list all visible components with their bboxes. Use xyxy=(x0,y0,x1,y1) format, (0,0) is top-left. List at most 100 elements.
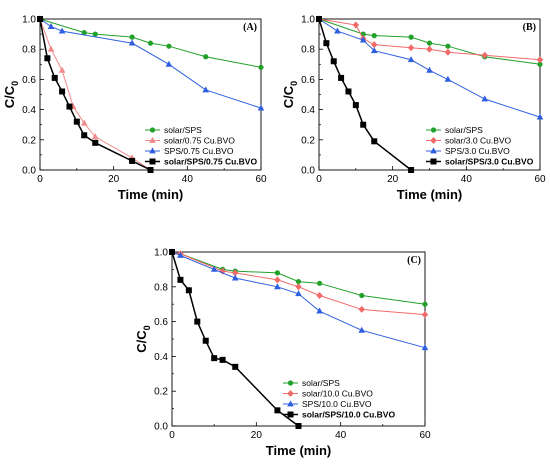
chart-c-data-point xyxy=(232,269,239,277)
chart-c-legend-marker xyxy=(287,380,294,386)
chart-c-legend-label: solar/SPS xyxy=(302,378,340,388)
chart-c-x-tick-label: 0 xyxy=(169,430,175,441)
chart-b-data-point xyxy=(371,33,377,39)
chart-c-y-tick-label: 0.6 xyxy=(154,317,168,328)
chart-c-legend-label: solar/10.0 Cu.BVO xyxy=(302,389,373,399)
chart-a-data-point xyxy=(165,60,173,67)
chart-c-series-1 xyxy=(168,248,429,319)
chart-b-series-3 xyxy=(316,16,415,173)
chart-b-data-point xyxy=(330,58,337,65)
chart-c-data-point xyxy=(202,337,209,344)
chart-b-data-point xyxy=(316,16,322,22)
chart-c-data-point xyxy=(219,356,226,363)
chart-c-data-point xyxy=(274,407,281,414)
chart-a-data-point xyxy=(128,39,136,46)
chart-a-data-point xyxy=(257,104,265,111)
chart-b-legend-marker xyxy=(430,127,437,133)
chart-b-x-tick-label: 0 xyxy=(316,174,322,185)
chart-b-y-axis-title: C/C0 xyxy=(281,81,299,108)
chart-b-legend-label: SPS/3.0 Cu.BVO xyxy=(445,146,510,156)
chart-b-legend-marker xyxy=(430,137,437,144)
chart-c-panel-label: (C) xyxy=(407,255,421,266)
chart-b-data-point xyxy=(352,21,360,29)
chart-a-series-3 xyxy=(37,16,154,173)
chart-c-y-tick-label: 0.2 xyxy=(154,387,168,398)
chart-c-legend-marker xyxy=(287,400,294,407)
chart-c-legend-marker xyxy=(287,411,294,418)
chart-b-x-tick-label: 20 xyxy=(387,174,399,185)
chart-a-data-point xyxy=(147,167,154,173)
chart-c-data-point xyxy=(211,355,218,362)
chart-a-data-point xyxy=(91,133,99,140)
chart-b-y-tick-label: 0.2 xyxy=(301,135,315,146)
chart-a-data-point xyxy=(58,27,66,34)
chart-b-y-tick-label: 0.0 xyxy=(301,166,315,177)
chart-a-data-point xyxy=(129,34,135,40)
chart-a-data-point xyxy=(37,16,43,22)
chart-b-data-point xyxy=(408,167,415,173)
chart-a-data-point xyxy=(81,29,87,36)
chart-a-legend-label: solar/0.75 Cu.BVO xyxy=(164,136,235,146)
chart-c-legend-label: solar/SPS/10.0 Cu.BVO xyxy=(302,410,395,420)
chart-b-y-tick-label: 0.6 xyxy=(301,75,315,86)
chart-a-data-point xyxy=(92,139,99,146)
chart-c-data-point xyxy=(422,301,428,307)
chart-b-data-point xyxy=(426,40,433,46)
chart-a-data-point xyxy=(73,118,80,125)
chart-b-data-point xyxy=(444,48,452,56)
chart-c-plot-frame xyxy=(171,251,426,427)
chart-a-data-point xyxy=(47,45,55,52)
chart-c-data-point xyxy=(194,318,201,325)
chart-b-series-line xyxy=(318,18,541,61)
chart-c-y-tick-label: 1.0 xyxy=(154,248,168,259)
chart-b-legend-marker xyxy=(430,147,437,154)
chart-c-y-tick-label: 0.0 xyxy=(154,422,168,433)
chart-b-data-point xyxy=(334,27,341,34)
chart-a-series-2 xyxy=(36,15,265,111)
chart-c-series-line xyxy=(171,251,299,427)
chart-c-data-point xyxy=(358,326,366,333)
chart-a-data-point xyxy=(202,86,210,93)
chart-c-y-axis-title: C/C0 xyxy=(134,325,152,352)
chart-a-data-point xyxy=(66,103,73,110)
chart-c-x-tick-label: 60 xyxy=(419,430,431,441)
chart-a-y-tick-label: 1.0 xyxy=(22,15,36,26)
chart-b-series-1 xyxy=(315,15,544,64)
chart-a-y-axis-title: C/C0 xyxy=(2,81,20,108)
chart-b-x-axis-title: Time (min) xyxy=(397,187,463,202)
chart-a-data-point xyxy=(203,54,209,60)
chart-b-data-point xyxy=(536,113,544,120)
chart-c-legend-marker xyxy=(287,390,294,397)
chart-c-data-point xyxy=(421,311,429,319)
chart-a-y-tick-label: 0.6 xyxy=(22,75,36,86)
chart-c-y-tick-label: 0.8 xyxy=(154,282,168,293)
chart-a-data-point xyxy=(44,55,51,62)
chart-b-data-point xyxy=(426,66,433,73)
chart-a-y-tick-label: 0.2 xyxy=(22,135,36,146)
chart-b-data-point xyxy=(481,51,488,59)
chart-b-data-point xyxy=(536,56,544,64)
chart-b-data-point xyxy=(444,75,452,82)
chart-b-data-point xyxy=(371,138,378,145)
chart-c-data-point xyxy=(177,276,184,283)
chart-c-data-point xyxy=(295,290,302,297)
chart-b-y-tick-label: 1.0 xyxy=(301,15,315,26)
chart-a-legend-marker xyxy=(149,158,156,165)
chart-c-y-tick-label: 0.4 xyxy=(154,352,168,363)
chart-c-series-line xyxy=(171,251,426,305)
chart-c-data-point xyxy=(177,251,184,258)
chart-a-y-tick-label: 0.4 xyxy=(22,105,36,116)
chart-c-data-point xyxy=(295,278,302,285)
chart-a-y-tick-label: 0.0 xyxy=(22,166,36,177)
chart-a-x-tick-label: 0 xyxy=(37,174,43,185)
chart-a-data-point xyxy=(129,157,136,164)
chart-c-legend-label: SPS/10.0 Cu.BVO xyxy=(302,399,372,409)
chart-a-series-line xyxy=(39,18,262,109)
chart-c-series-3 xyxy=(169,249,302,429)
chart-b-x-tick-label: 40 xyxy=(461,174,473,185)
chart-c-data-point xyxy=(358,305,365,313)
chart-a-series-line xyxy=(39,18,151,171)
chart-c-data-point xyxy=(169,249,175,255)
